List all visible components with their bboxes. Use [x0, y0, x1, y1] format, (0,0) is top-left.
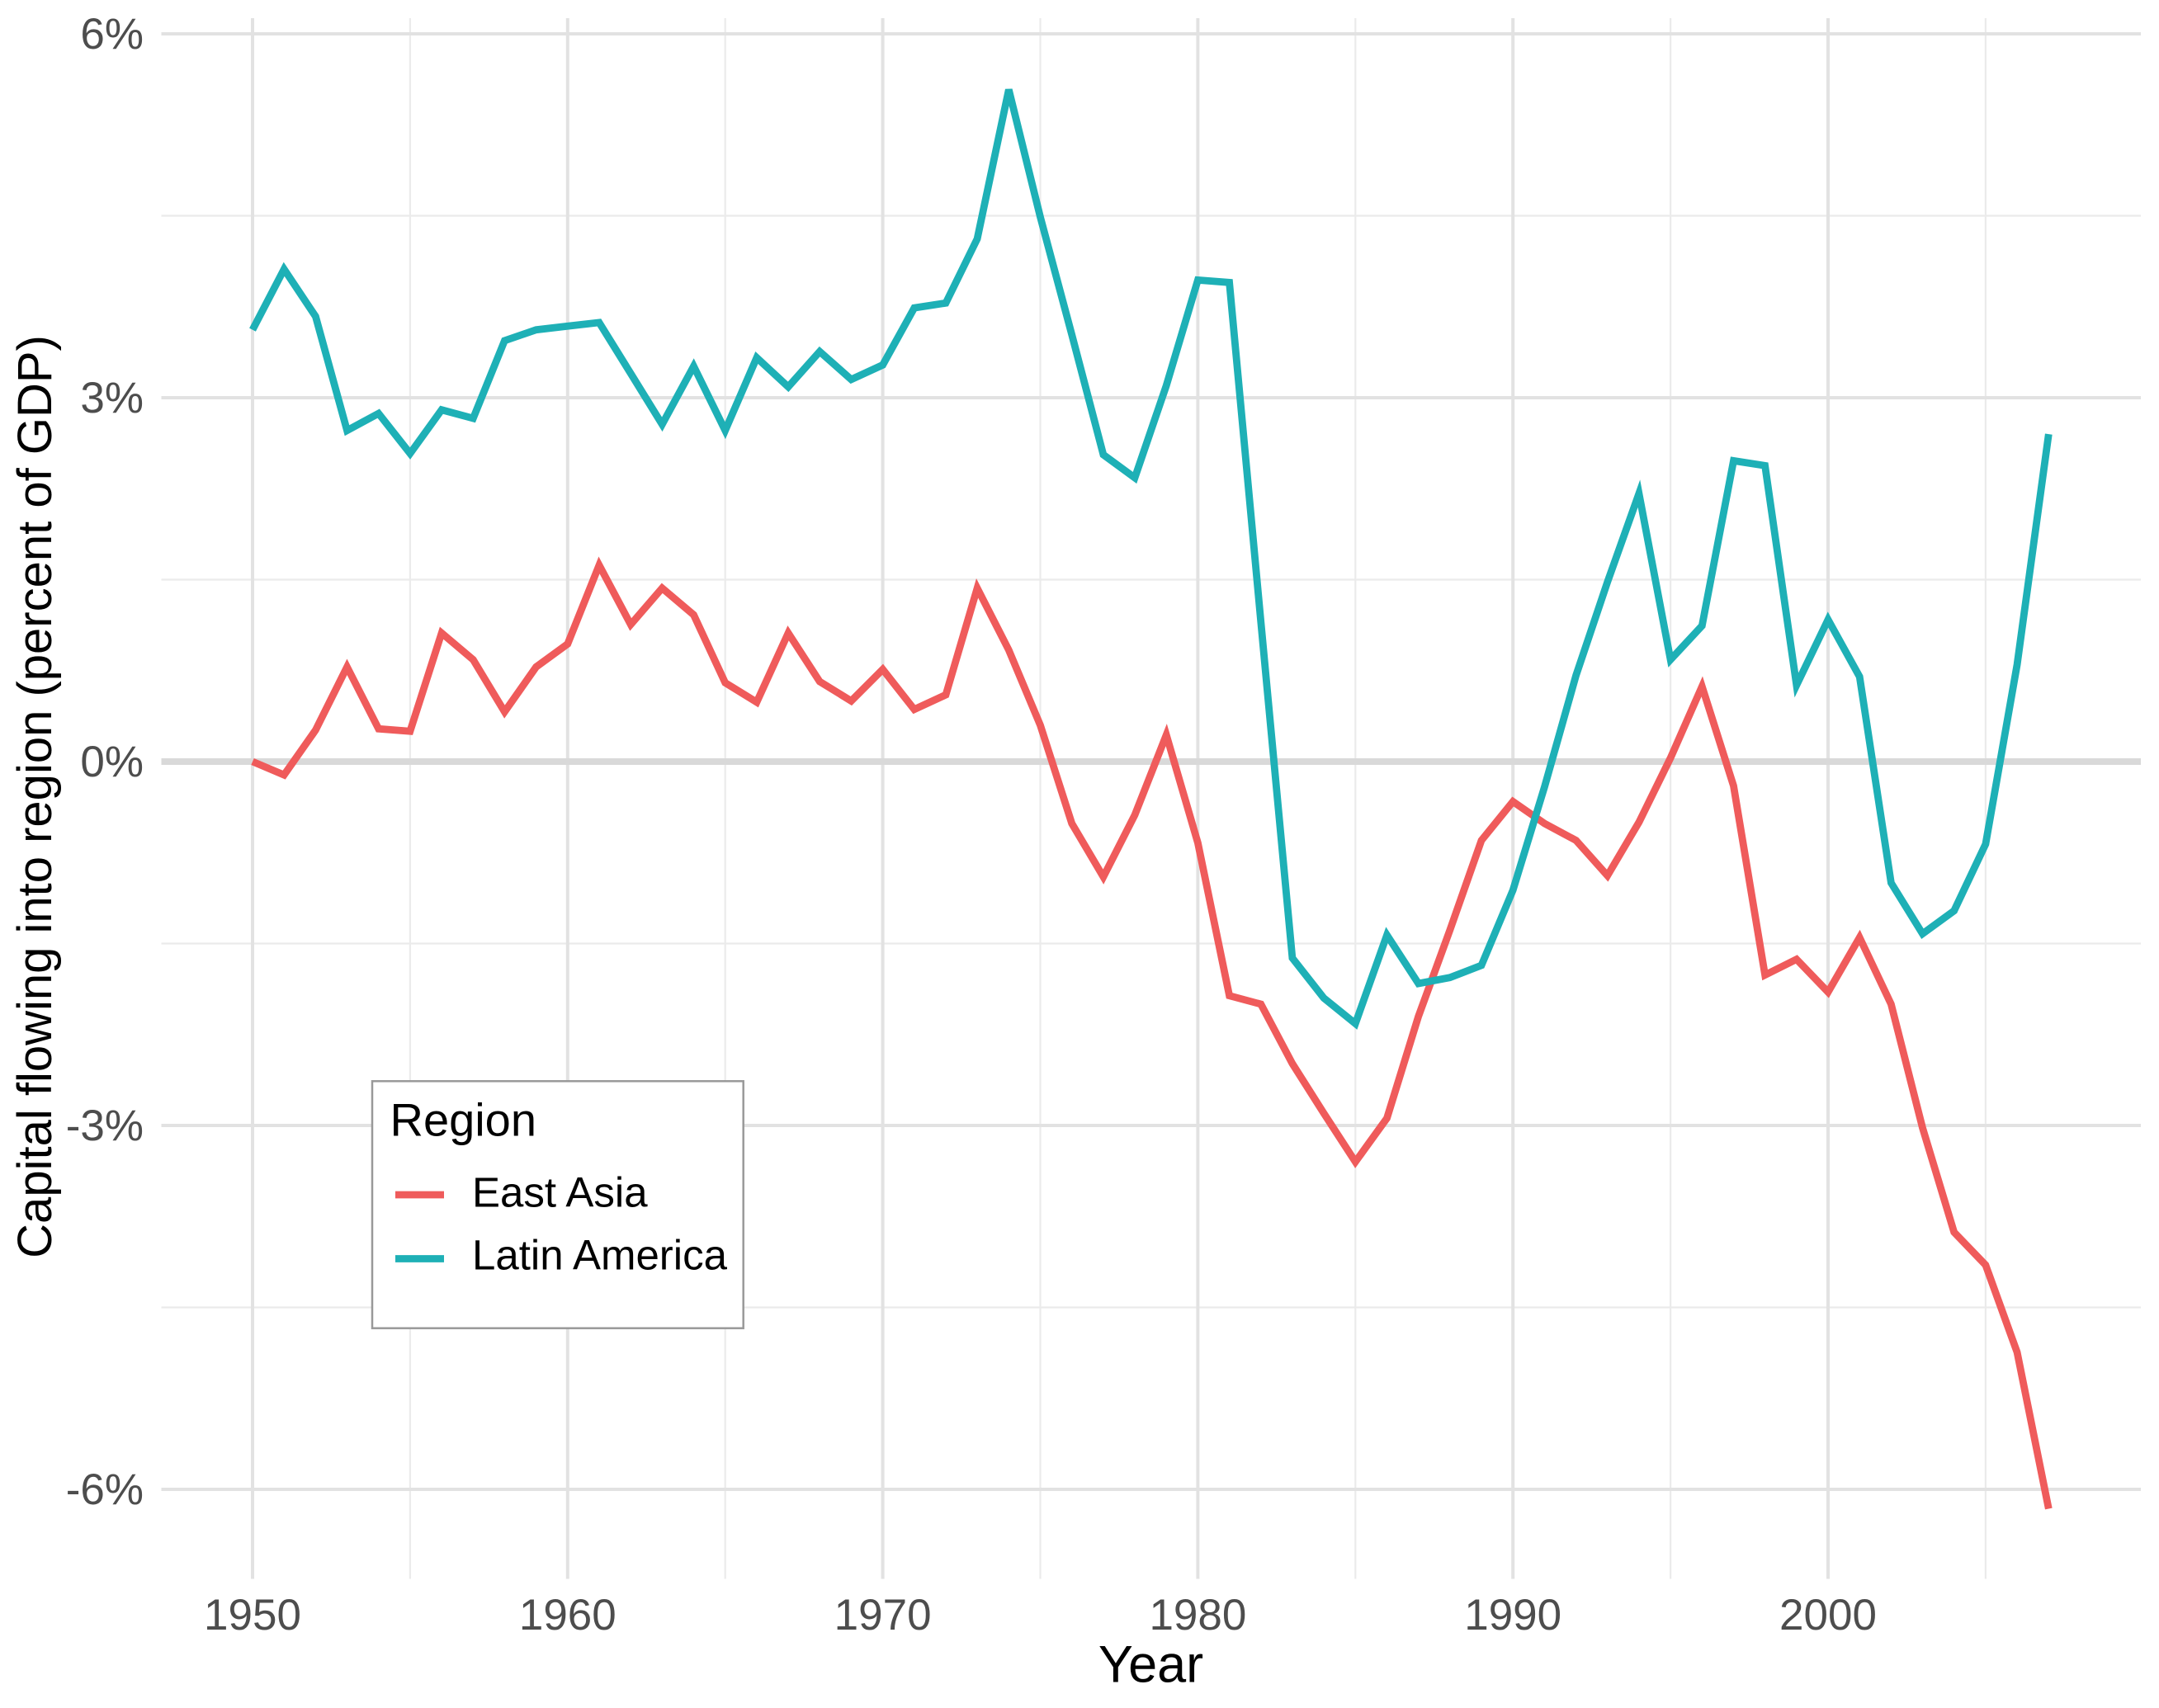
svg-text:Capital flowing into region (p: Capital flowing into region (percent of …	[8, 335, 62, 1258]
svg-text:6%: 6%	[80, 10, 144, 59]
svg-text:1950: 1950	[204, 1591, 301, 1640]
svg-text:-6%: -6%	[66, 1465, 144, 1514]
svg-text:0%: 0%	[80, 738, 144, 786]
svg-text:1990: 1990	[1464, 1591, 1561, 1640]
svg-text:Latin America: Latin America	[472, 1231, 728, 1278]
svg-text:1960: 1960	[519, 1591, 617, 1640]
svg-text:1970: 1970	[834, 1591, 932, 1640]
svg-text:East Asia: East Asia	[472, 1169, 648, 1216]
svg-text:3%: 3%	[80, 374, 144, 422]
svg-text:-3%: -3%	[66, 1102, 144, 1150]
svg-text:Year: Year	[1098, 1635, 1203, 1693]
svg-text:Region: Region	[390, 1094, 536, 1146]
svg-text:1980: 1980	[1149, 1591, 1246, 1640]
svg-text:2000: 2000	[1779, 1591, 1877, 1640]
